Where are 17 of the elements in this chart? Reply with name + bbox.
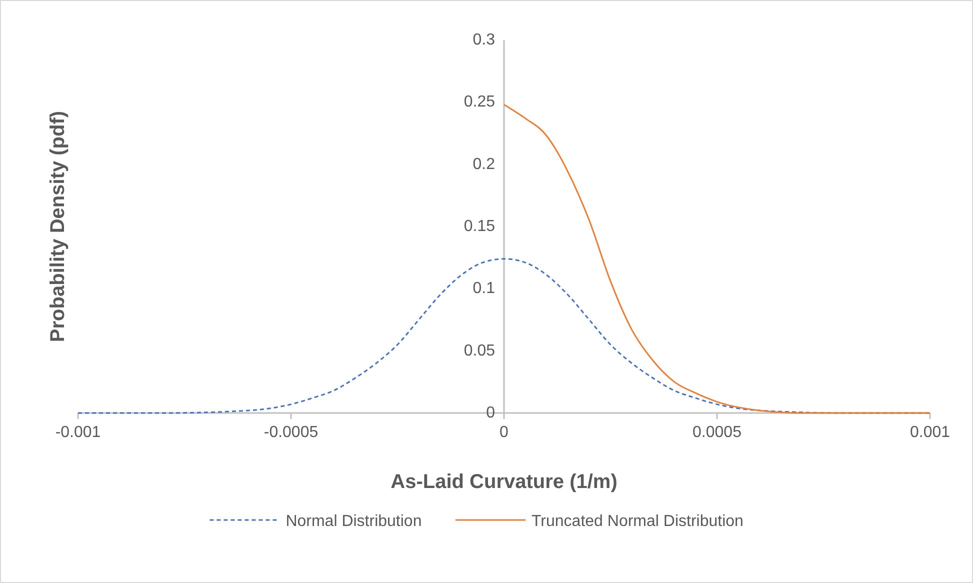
x-tick-label: -0.001: [55, 424, 101, 441]
y-tick-label: 0.05: [464, 342, 496, 360]
y-tick-label: 0.1: [472, 280, 496, 298]
y-tick-label: 0: [486, 404, 496, 422]
x-tick-label: 0.001: [910, 424, 950, 441]
x-tick-label: -0.0005: [264, 424, 318, 441]
y-axis-title: Probability Density (pdf): [47, 110, 69, 342]
y-tick-label: 0.2: [472, 156, 496, 173]
line-series: [503, 104, 931, 414]
x-tick-label: 0.0005: [692, 424, 742, 441]
x-tick-label: 0: [500, 424, 509, 441]
y-tick-label: 0.25: [464, 94, 496, 111]
y-tick-label: 0.15: [464, 218, 496, 235]
legend-label: Truncated Normal Distribution: [532, 513, 744, 530]
y-tick-label: 0.3: [472, 32, 496, 48]
legend-label: Normal Distribution: [286, 513, 422, 530]
x-axis-title: As-Laid Curvature (1/m): [390, 471, 618, 493]
